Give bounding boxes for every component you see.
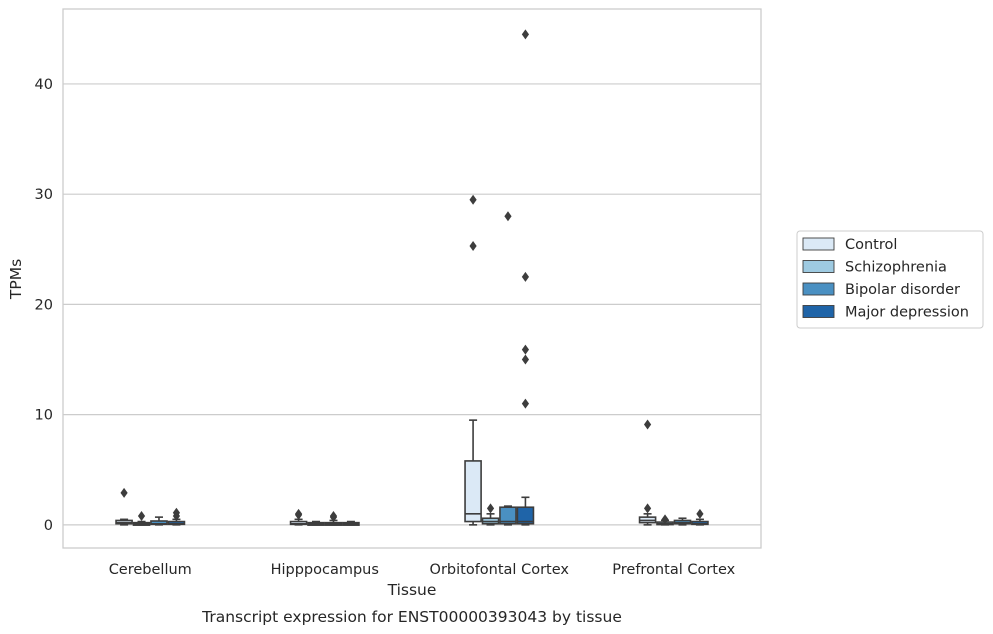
outlier-point (469, 194, 477, 205)
box-body (464, 460, 482, 523)
outlier-point (521, 354, 530, 365)
legend-swatch (802, 282, 835, 296)
box-control (115, 518, 133, 526)
plot-area-frame (62, 8, 762, 549)
box-body (499, 506, 517, 525)
legend-label: Schizophrenia (845, 260, 947, 276)
box-bipolar-disorder (673, 517, 692, 526)
outlier-point (120, 487, 128, 498)
legend-swatch (802, 237, 835, 251)
box-schizophrenia (307, 520, 325, 526)
box-schizophrenia (132, 520, 151, 526)
outlier-point (172, 507, 181, 518)
box-body (516, 506, 535, 525)
legend-label: Bipolar disorder (845, 282, 960, 298)
y-tick-label: 40 (35, 77, 53, 93)
outlier-point (521, 271, 530, 282)
gridlines (63, 83, 761, 526)
box-major-depression (167, 518, 186, 526)
outlier-point (469, 240, 477, 251)
x-axis-label: Tissue (387, 581, 437, 599)
legend-frame (796, 230, 984, 329)
box-control (464, 419, 482, 526)
box-bipolar-disorder (150, 516, 168, 526)
outlier-points (120, 29, 704, 525)
outlier-point (661, 514, 669, 525)
x-tick-label: Orbitofontal Cortex (430, 562, 570, 578)
box-major-depression (516, 496, 535, 526)
outlier-point (486, 503, 495, 514)
y-tick-label: 0 (44, 518, 53, 534)
box-control (289, 518, 308, 526)
legend-swatch (802, 260, 835, 273)
outlier-point (521, 398, 530, 409)
y-tick-labels: 0 10 20 30 40 (35, 77, 53, 534)
x-tick-labels: Cerebellum Hipppocampus Orbitofontal Corte… (109, 562, 736, 578)
legend-swatch (802, 305, 835, 318)
box-major-depression (691, 518, 709, 526)
box-schizophrenia (481, 513, 500, 526)
y-tick-label: 30 (35, 187, 53, 203)
outlier-point (521, 29, 530, 40)
outlier-point (504, 211, 512, 222)
y-tick-label: 10 (35, 408, 53, 424)
legend-label: Major depression (845, 305, 969, 321)
box-major-depression (342, 520, 360, 526)
outlier-point (521, 344, 530, 355)
chart-title: Transcript expression for ENST0000039304… (201, 608, 622, 626)
outlier-point (137, 511, 146, 522)
x-tick-label: Hipppocampus (271, 562, 379, 578)
y-axis-label: TPMs (7, 259, 25, 300)
outlier-point (696, 508, 704, 519)
legend-label: Control (845, 237, 897, 253)
outlier-point (294, 508, 303, 519)
x-tick-label: Cerebellum (109, 562, 192, 578)
x-tick-label: Prefrontal Cortex (612, 562, 735, 578)
box-bipolar-disorder (499, 505, 517, 526)
box-control (638, 513, 657, 526)
outlier-point (643, 503, 652, 514)
outlier-point (329, 511, 338, 522)
outlier-point (643, 419, 652, 430)
y-tick-label: 20 (35, 297, 53, 313)
legend: Control Schizophrenia Bipolar disorder Majo… (796, 230, 984, 329)
boxes (115, 419, 709, 526)
